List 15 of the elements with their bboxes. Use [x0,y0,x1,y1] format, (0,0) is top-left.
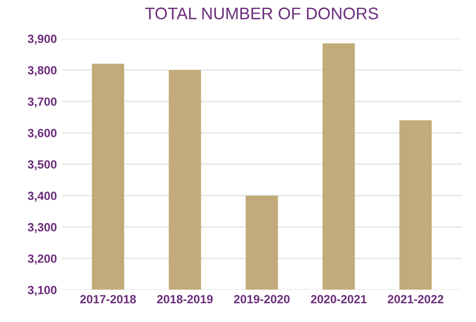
x-tick-label: 2021-2022 [388,294,444,304]
y-tick-label: 3,700 [28,97,57,108]
x-tick-label: 2017-2018 [80,294,136,304]
y-tick-label: 3,600 [28,128,57,139]
x-tick-label: 2020-2021 [310,294,367,304]
y-tick-label: 3,800 [28,66,57,76]
x-tick-label: 2019-2020 [234,294,290,304]
y-tick-label: 3,500 [28,160,57,170]
y-tick-label: 3,100 [28,286,57,296]
y-tick-label: 3,200 [28,254,57,265]
chart-title: TOTAL NUMBER OF DONORS [145,8,378,20]
y-tick-label: 3,300 [28,223,57,234]
x-tick-label: 2018-2019 [157,294,213,304]
y-tick-label: 3,900 [28,34,57,45]
y-tick-label: 3,400 [28,192,57,202]
